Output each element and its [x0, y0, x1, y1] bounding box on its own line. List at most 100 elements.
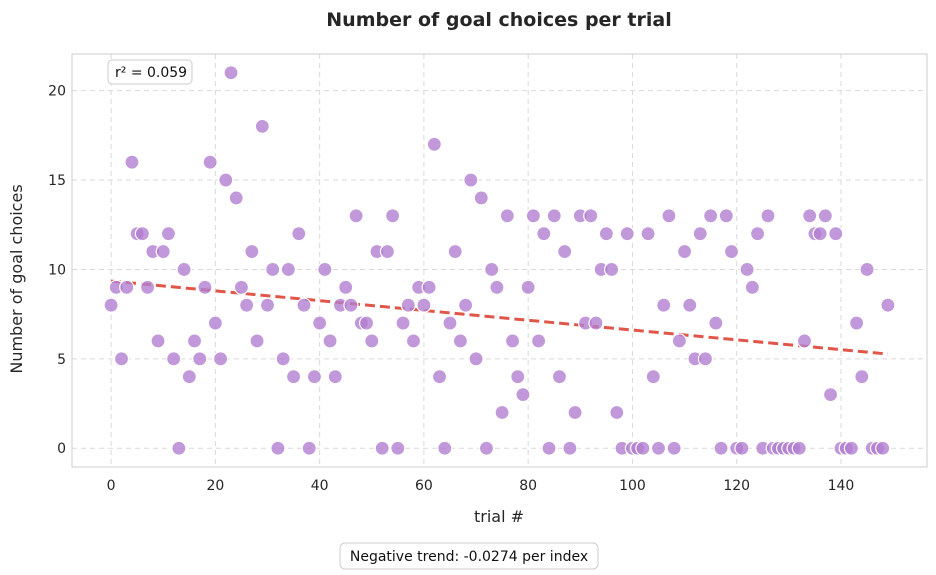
data-point — [859, 261, 875, 278]
data-point — [656, 297, 672, 313]
data-point — [124, 154, 140, 170]
data-point — [551, 369, 568, 385]
data-point — [223, 65, 239, 81]
data-point — [228, 190, 244, 206]
data-point — [395, 315, 411, 331]
data-point — [708, 315, 724, 331]
x-tick-label: 140 — [828, 478, 855, 494]
data-point — [458, 297, 474, 313]
data-point — [760, 208, 776, 224]
data-point — [666, 440, 682, 456]
data-point — [828, 226, 844, 242]
data-point — [207, 315, 223, 331]
data-point — [583, 208, 599, 224]
data-point — [531, 333, 547, 349]
data-point — [875, 440, 891, 456]
x-tick-label: 80 — [519, 478, 537, 494]
data-point — [249, 333, 265, 349]
data-point — [405, 333, 422, 349]
data-point — [692, 226, 708, 242]
data-point — [280, 261, 296, 278]
data-point — [739, 261, 755, 278]
x-ticks: 0 20 40 60 80 100 120 140 — [107, 478, 855, 494]
data-point — [489, 279, 505, 295]
data-point — [718, 208, 734, 224]
x-tick-label: 120 — [723, 478, 750, 494]
data-point — [723, 243, 740, 260]
data-point — [212, 351, 229, 367]
data-point — [317, 261, 333, 278]
footer-note: Negative trend: -0.0274 per index — [350, 549, 588, 565]
data-point — [348, 208, 364, 224]
data-point — [843, 440, 860, 456]
data-point — [233, 279, 250, 295]
data-point — [494, 404, 510, 421]
data-point — [525, 208, 541, 224]
data-point — [822, 386, 839, 403]
data-point — [385, 208, 401, 224]
data-point — [468, 351, 484, 367]
data-point — [202, 154, 218, 170]
plot-frame — [71, 53, 928, 468]
data-point — [301, 440, 317, 456]
y-tick-label: 5 — [57, 352, 66, 368]
data-point — [379, 243, 396, 260]
data-point — [327, 369, 343, 385]
grid — [72, 54, 927, 467]
data-point — [603, 261, 620, 278]
data-point — [265, 261, 281, 278]
data-point — [442, 315, 458, 331]
data-point — [181, 369, 197, 385]
points-layer — [103, 65, 896, 456]
y-tick-label: 0 — [57, 441, 66, 457]
data-point — [536, 226, 552, 242]
trend-layer — [110, 279, 889, 356]
data-point — [557, 243, 573, 260]
data-point — [134, 226, 150, 242]
data-point — [312, 315, 328, 331]
x-axis-label: trial # — [474, 507, 524, 526]
y-tick-label: 15 — [48, 173, 66, 189]
data-point — [275, 351, 291, 367]
data-point — [197, 279, 213, 295]
data-point — [447, 243, 463, 260]
data-point — [588, 315, 604, 331]
data-point — [452, 333, 468, 349]
data-point — [640, 226, 656, 242]
data-point — [541, 440, 557, 456]
data-point — [703, 208, 719, 224]
data-point — [343, 297, 359, 313]
data-point — [437, 440, 453, 456]
y-axis-label: Number of goal choices — [7, 184, 26, 373]
data-point — [854, 369, 870, 385]
data-point — [812, 226, 828, 242]
data-point — [849, 315, 865, 331]
data-point — [416, 297, 432, 313]
data-point — [400, 297, 416, 313]
data-point — [254, 118, 270, 135]
data-point — [186, 333, 203, 349]
data-point — [364, 333, 380, 349]
x-tick-label: 40 — [311, 478, 329, 494]
data-point — [546, 208, 562, 224]
data-point — [791, 440, 807, 456]
data-point — [322, 333, 338, 349]
data-point — [103, 297, 119, 313]
data-point — [671, 333, 687, 349]
data-point — [661, 208, 677, 224]
data-point — [817, 208, 833, 224]
data-point — [155, 243, 171, 260]
data-point — [192, 351, 208, 367]
data-point — [270, 440, 286, 456]
data-point — [562, 440, 578, 456]
data-point — [176, 261, 192, 278]
data-point — [160, 226, 177, 242]
data-point — [682, 297, 698, 313]
data-point — [713, 440, 729, 456]
y-tick-label: 20 — [48, 84, 66, 100]
data-point — [802, 208, 818, 224]
data-point — [431, 369, 448, 385]
data-point — [421, 279, 437, 295]
data-point — [697, 351, 714, 367]
y-tick-label: 10 — [48, 262, 66, 278]
